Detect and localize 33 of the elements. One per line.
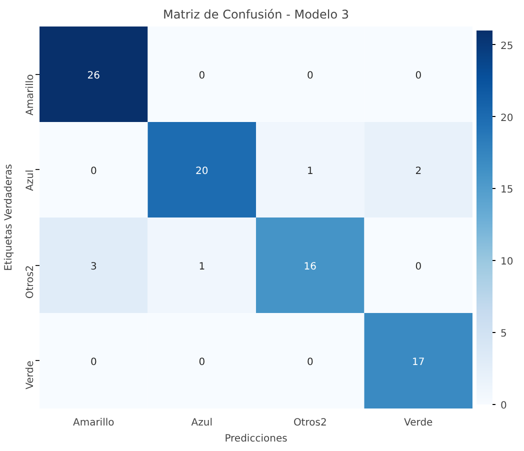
y-tick-label: Verde — [25, 360, 36, 390]
y-tick-label: Azul — [25, 170, 36, 191]
data-label: 0 — [306, 356, 314, 368]
color-bar-label: 0 — [500, 400, 507, 412]
data-label: 16 — [304, 261, 316, 272]
data-label: 0 — [415, 261, 422, 272]
color-bar-label: 25 — [500, 40, 514, 52]
x-axis-title: Predicciones — [224, 434, 288, 444]
data-label: 17 — [412, 356, 425, 368]
data-label: 26 — [87, 70, 100, 82]
x-tick-label: Verde — [404, 418, 433, 428]
data-label: 0 — [306, 70, 314, 82]
color-bar-label: 5 — [500, 328, 507, 340]
data-label: 1 — [306, 166, 314, 177]
data-label: 0 — [90, 356, 97, 368]
data-label: 2 — [415, 166, 422, 177]
data-label: 1 — [198, 261, 206, 272]
color-bar-label: 15 — [500, 184, 514, 196]
data-label: 0 — [198, 70, 206, 82]
chart-title: Matriz de Confusión - Modelo 3 — [162, 8, 350, 22]
data-label: 0 — [415, 70, 422, 82]
x-tick-label: Amarillo — [72, 418, 114, 428]
data-label: 0 — [198, 356, 206, 368]
y-axis-title: Etiquetas Verdaderas — [4, 164, 14, 271]
color-bar-label: 10 — [500, 256, 514, 268]
y-tick-label: Otros2 — [25, 265, 36, 299]
color-bar-label: 20 — [500, 112, 514, 124]
x-tick-label: Otros2 — [293, 418, 327, 428]
data-label: 0 — [90, 166, 97, 177]
data-label: 20 — [196, 166, 208, 177]
data-label: 3 — [90, 261, 97, 272]
x-tick-label: Azul — [191, 418, 212, 428]
y-tick-label: Amarillo — [25, 74, 36, 116]
